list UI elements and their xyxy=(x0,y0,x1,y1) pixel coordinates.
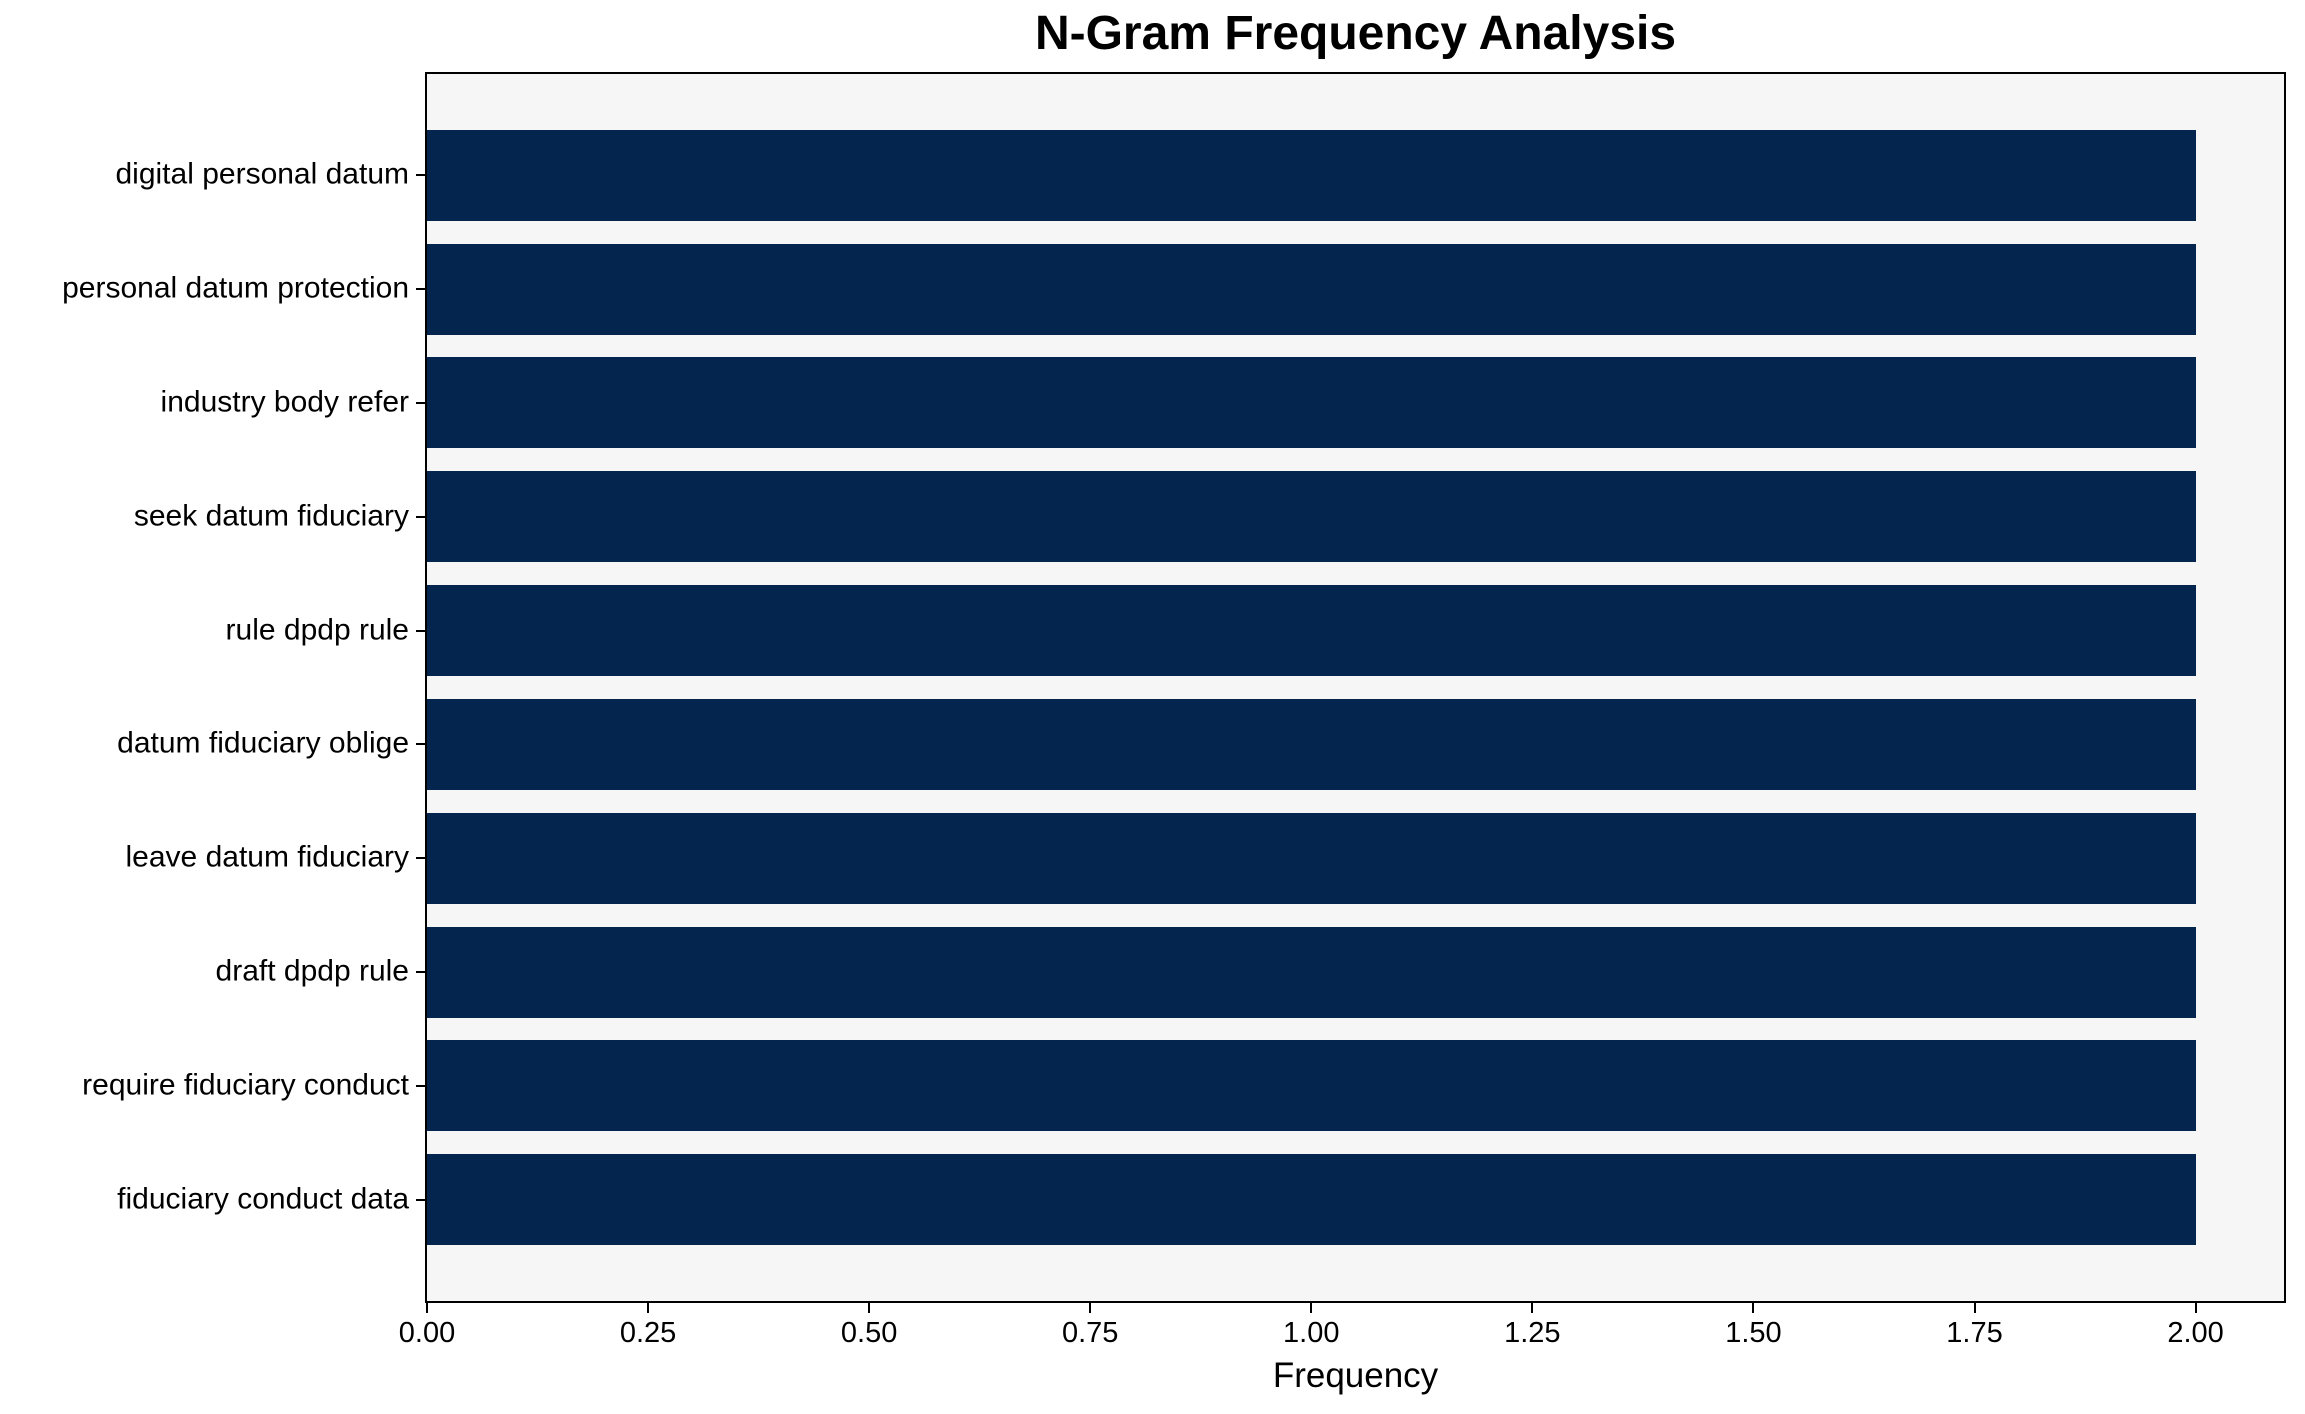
y-tick-mark xyxy=(416,1084,425,1087)
x-tick-label: 0.50 xyxy=(840,1317,898,1349)
x-tick-mark xyxy=(1310,1303,1313,1313)
x-tick-label: 0.00 xyxy=(398,1317,456,1349)
x-tick-mark xyxy=(1089,1303,1092,1313)
x-tick-mark xyxy=(1531,1303,1534,1313)
y-tick-label: rule dpdp rule xyxy=(225,612,409,646)
x-tick-mark xyxy=(2194,1303,2197,1313)
bar xyxy=(427,243,2196,335)
x-tick-label: 0.75 xyxy=(1061,1317,1119,1349)
x-axis-label: Frequency xyxy=(1272,1356,1439,1395)
y-tick-mark xyxy=(416,515,425,518)
chart-title: N-Gram Frequency Analysis xyxy=(1034,7,1677,60)
bar xyxy=(427,812,2196,904)
x-tick-label: 1.00 xyxy=(1283,1317,1340,1349)
y-tick-label: leave datum fiduciary xyxy=(125,840,409,874)
y-tick-mark xyxy=(416,971,425,974)
x-tick-label: 1.50 xyxy=(1725,1317,1782,1349)
bar xyxy=(427,698,2196,790)
x-tick-label: 2.00 xyxy=(2167,1317,2224,1349)
y-tick-mark xyxy=(416,174,425,177)
bar xyxy=(427,926,2196,1018)
x-tick-label: 0.25 xyxy=(619,1317,677,1349)
plot-area xyxy=(425,72,2286,1303)
x-tick-mark xyxy=(426,1303,428,1313)
bar xyxy=(427,471,2196,563)
bar xyxy=(427,1040,2196,1132)
x-tick-mark xyxy=(868,1303,871,1313)
bar xyxy=(427,129,2196,221)
y-tick-label: personal datum protection xyxy=(62,271,409,305)
x-tick-mark xyxy=(1752,1303,1755,1313)
y-tick-label: require fiduciary conduct xyxy=(82,1068,409,1102)
x-tick-label: 1.75 xyxy=(1946,1317,2003,1349)
y-tick-mark xyxy=(416,857,425,860)
y-tick-mark xyxy=(416,401,425,404)
bar xyxy=(427,357,2196,449)
y-tick-mark xyxy=(416,1198,425,1201)
x-tick-mark xyxy=(647,1303,650,1313)
x-tick-label: 1.25 xyxy=(1504,1317,1561,1349)
bar xyxy=(427,585,2196,677)
y-tick-label: fiduciary conduct data xyxy=(117,1182,409,1216)
bar xyxy=(427,1154,2196,1246)
y-tick-label: industry body refer xyxy=(160,385,409,419)
x-tick-mark xyxy=(1973,1303,1976,1313)
y-tick-label: draft dpdp rule xyxy=(215,954,409,988)
y-tick-mark xyxy=(416,743,425,746)
y-tick-label: datum fiduciary oblige xyxy=(117,726,409,760)
y-tick-label: digital personal datum xyxy=(115,157,409,191)
y-tick-label: seek datum fiduciary xyxy=(133,499,409,533)
y-tick-mark xyxy=(416,629,425,632)
y-tick-mark xyxy=(416,288,425,291)
